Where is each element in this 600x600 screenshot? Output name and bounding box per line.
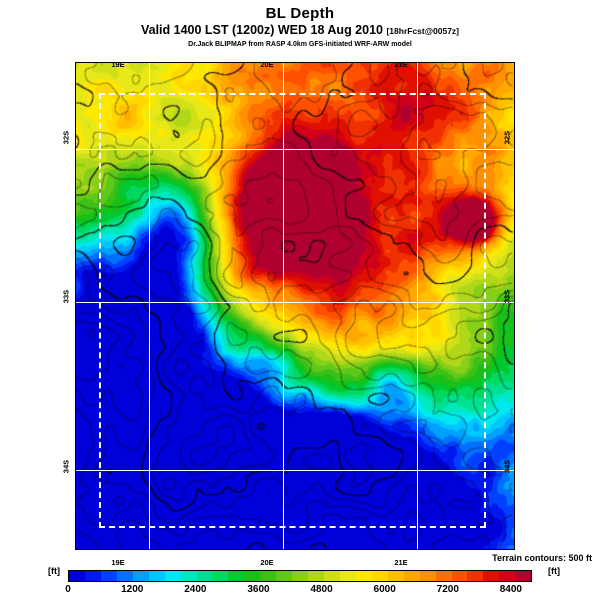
colorbar-swatch-3 [116, 571, 133, 581]
colorbar-swatch-15 [308, 571, 324, 581]
colorbar-swatch-9 [212, 571, 229, 581]
colorbar[interactable] [68, 570, 532, 582]
colorbar-swatch-4 [132, 571, 149, 581]
colorbar-swatch-26 [483, 571, 500, 581]
colorbar-swatches [68, 570, 532, 582]
colorbar-swatch-22 [419, 571, 436, 581]
graticule-lon-20e [283, 63, 285, 549]
colorbar-swatch-18 [355, 571, 372, 581]
colorbar-swatch-19 [371, 571, 388, 581]
colorbar-tick-4800: 4800 [310, 584, 333, 595]
lat-label-right-33s: 33S [502, 289, 512, 304]
valid-time-text: Valid 1400 LST (1200z) WED 18 Aug 2010 [140, 23, 383, 37]
lon-label-bottom-21e: 21E [394, 558, 408, 567]
title-block: BL Depth Valid 1400 LST (1200z) WED 18 A… [0, 6, 600, 50]
graticule-lat-33s [76, 302, 514, 304]
colorbar-swatch-21 [403, 571, 420, 581]
forecast-domain-box [99, 93, 486, 528]
colorbar-swatch-10 [228, 571, 245, 581]
graticule-lat-34s [76, 470, 514, 472]
lat-label-left-33s: 33S [61, 289, 71, 304]
lon-label-bottom-20e: 20E [260, 558, 274, 567]
colorbar-tick-6000: 6000 [373, 584, 396, 595]
graticule-lon-21e [417, 63, 419, 549]
graticule-lat-32s [76, 149, 514, 151]
colorbar-tick-8400: 8400 [499, 584, 522, 595]
forecast-tag: [18hrFcst@0057z] [386, 26, 460, 36]
colorbar-swatch-2 [100, 571, 117, 581]
colorbar-swatch-23 [435, 571, 452, 581]
lat-label-right-34s: 34S [502, 459, 512, 474]
lon-label-bottom-19e: 19E [111, 558, 125, 567]
colorbar-unit-right: [ft] [548, 566, 560, 576]
lat-label-right-32s: 32S [502, 130, 512, 145]
colorbar-swatch-5 [148, 571, 165, 581]
colorbar-swatch-20 [387, 571, 404, 581]
colorbar-swatch-13 [276, 571, 293, 581]
terrain-contour-note: Terrain contours: 500 ft [492, 553, 592, 563]
colorbar-unit-left: [ft] [48, 566, 60, 576]
colorbar-swatch-8 [196, 571, 213, 581]
colorbar-swatch-17 [339, 571, 356, 581]
colorbar-swatch-27 [499, 571, 516, 581]
colorbar-tick-7200: 7200 [436, 584, 459, 595]
colorbar-tick-1200: 1200 [121, 584, 144, 595]
colorbar-swatch-25 [467, 571, 484, 581]
colorbar-swatch-1 [84, 571, 101, 581]
colorbar-swatch-6 [164, 571, 181, 581]
model-attribution: Dr.Jack BLIPMAP from RASP 4.0km GFS-init… [188, 41, 412, 48]
colorbar-swatch-11 [244, 571, 261, 581]
map-frame[interactable] [75, 62, 515, 550]
colorbar-tick-0: 0 [65, 584, 71, 595]
colorbar-swatch-28 [515, 571, 532, 581]
colorbar-swatch-16 [324, 571, 340, 581]
colorbar-tick-3600: 3600 [247, 584, 270, 595]
lat-label-left-32s: 32S [61, 130, 71, 145]
graticule-lon-19e [149, 63, 151, 549]
colorbar-swatch-24 [451, 571, 468, 581]
colorbar-tick-2400: 2400 [184, 584, 207, 595]
valid-time-line: Valid 1400 LST (1200z) WED 18 Aug 2010 [… [0, 23, 600, 39]
colorbar-swatch-7 [180, 571, 197, 581]
colorbar-swatch-14 [292, 571, 309, 581]
colorbar-swatch-0 [69, 571, 85, 581]
lon-label-top-21e: 21E [394, 60, 408, 69]
page-title: BL Depth [265, 5, 335, 22]
colorbar-swatch-12 [260, 571, 277, 581]
colorbar-tick-labels: 0 1200 2400 3600 4800 6000 7200 8400 [65, 584, 532, 598]
lon-label-top-20e: 20E [260, 60, 274, 69]
lat-label-left-34s: 34S [61, 459, 71, 474]
lon-label-top-19e: 19E [111, 60, 125, 69]
